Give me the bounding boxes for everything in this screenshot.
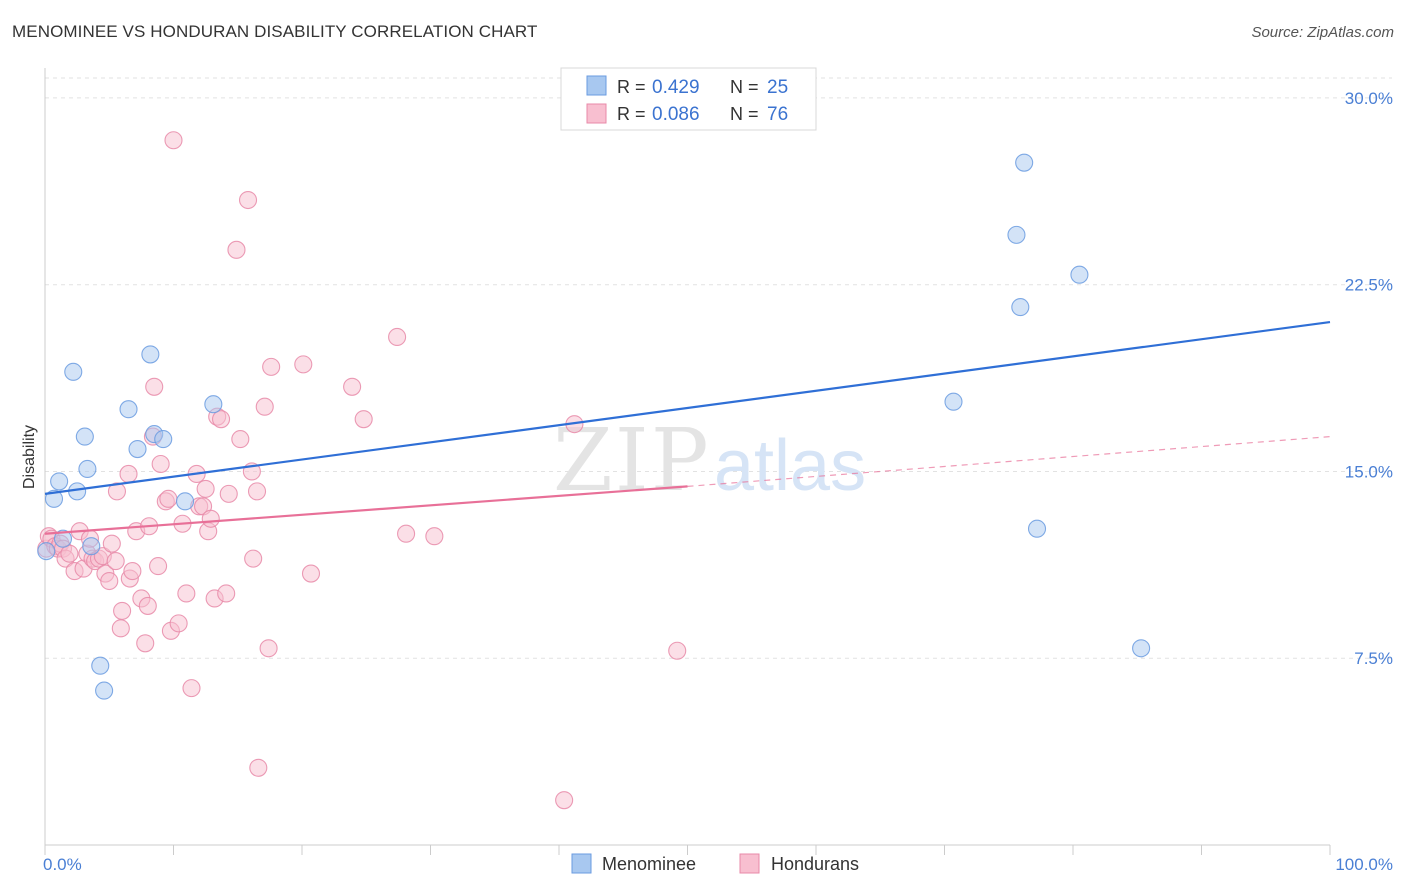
data-point-hondurans [668,641,687,660]
data-point-hondurans [113,601,132,620]
data-point-hondurans [388,327,407,347]
data-point-hondurans [247,482,267,501]
data-point-hondurans [106,552,125,571]
data-point-hondurans [100,571,119,591]
axes: 7.5% 15.0% 22.5% 30.0% 0.0% 100.0% [43,68,1393,874]
data-point-hondurans [217,584,236,603]
data-point-hondurans [123,562,142,581]
data-point-hondurans [397,524,416,543]
legend-n-value-1: 25 [767,77,788,98]
data-point-hondurans [219,484,238,503]
data-point-menominee [82,537,101,556]
data-point-menominee [44,489,64,508]
data-point-hondurans [301,564,321,583]
data-point-hondurans [119,464,138,484]
data-point-hondurans [151,454,170,474]
watermark-atlas: atlas [714,426,866,506]
trend-line-menominee [44,320,1331,495]
data-point-hondurans [107,482,127,501]
data-point-menominee [91,656,110,675]
x-tick-label-start: 0.0% [43,855,82,874]
data-point-menominee [154,430,173,449]
chart-title: MENOMINEE VS HONDURAN DISABILITY CORRELA… [12,22,538,41]
data-point-menominee [37,542,56,561]
data-point-hondurans [164,131,183,150]
data-point-hondurans [102,534,121,553]
watermark: ZIP atlas [553,411,866,511]
legend-r-label-2: R = [617,104,646,124]
data-point-hondurans [169,614,188,633]
data-point-hondurans [259,639,278,658]
trend-line-hondurans [44,485,688,535]
data-point-hondurans [227,240,246,259]
legend-n-value-2: 76 [767,104,788,125]
data-point-menominee [1027,519,1047,538]
data-point-menominee [1011,298,1030,317]
legend-r-value-1: 0.429 [652,77,700,98]
bottom-legend-swatch-hondurans [739,853,760,874]
data-point-hondurans [138,596,157,615]
bottom-legend-menominee: Menominee [602,854,696,874]
data-point-menominee [1070,265,1089,284]
data-point-hondurans [238,190,258,210]
legend-swatch-menominee [586,75,607,96]
data-point-hondurans [60,544,79,563]
trend-lines [44,320,1331,535]
legend-swatch-hondurans [586,103,607,124]
data-point-hondurans [136,634,155,653]
data-point-hondurans [196,479,215,498]
y-tick-label: 30.0% [1345,89,1393,108]
legend-box: R = 0.429 N = 25 R = 0.086 N = 76 [560,67,817,131]
data-point-hondurans [343,377,362,396]
legend-r-label-1: R = [617,77,646,97]
bottom-legend-hondurans: Hondurans [771,854,859,874]
data-point-menominee [944,392,963,411]
data-point-hondurans [211,410,231,429]
bottom-legend-swatch-menominee [571,853,592,874]
x-tick-label-end: 100.0% [1335,855,1393,874]
data-point-menominee [141,345,160,364]
data-point-hondurans [201,509,220,528]
data-point-hondurans [145,377,164,396]
data-point-menominee [78,459,97,479]
chart-source: Source: ZipAtlas.com [1251,24,1394,41]
trend-line-extension-hondurans [687,435,1331,488]
data-point-hondurans [244,549,263,568]
y-tick-label: 7.5% [1354,649,1393,668]
data-point-menominee [1007,225,1026,244]
data-point-hondurans [177,584,196,603]
data-point-hondurans [231,430,250,449]
y-axis-label: Disability [21,425,38,489]
legend-n-label-1: N = [730,77,759,97]
data-point-hondurans [249,758,268,777]
data-point-menominee [1015,153,1034,172]
data-point-menominee [53,529,73,548]
data-point-hondurans [555,791,574,810]
y-tick-label: 15.0% [1345,462,1393,481]
data-point-hondurans [182,679,201,698]
data-point-menominee [95,681,114,700]
data-point-hondurans [149,557,168,576]
data-point-menominee [176,492,195,511]
data-point-menominee [50,472,69,491]
data-point-menominee [75,427,94,446]
data-point-menominee [128,439,147,459]
data-point-hondurans [425,527,444,546]
data-point-hondurans [111,619,130,638]
data-point-hondurans [255,397,274,416]
data-point-hondurans [262,357,281,376]
data-point-menominee [64,362,83,381]
data-point-menominee [1132,639,1151,658]
data-point-menominee [204,395,223,414]
grid-lines [45,77,1392,659]
data-point-hondurans [354,410,373,429]
data-point-menominee [119,400,138,419]
legend-r-value-2: 0.086 [652,104,700,125]
bottom-legend: Menominee Hondurans [571,853,859,874]
data-point-hondurans [294,355,313,374]
data-point-hondurans [159,489,178,508]
legend-n-label-2: N = [730,104,759,124]
y-tick-label: 22.5% [1345,276,1393,295]
